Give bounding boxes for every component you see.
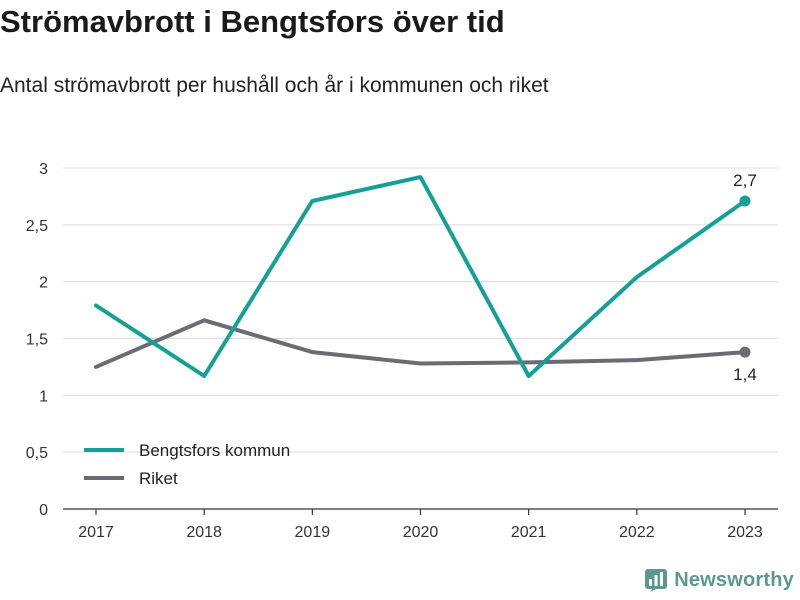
data-labels: 1,4 2,7	[733, 171, 757, 384]
x-tick-label: 2020	[403, 524, 439, 541]
y-tick-label: 0,5	[26, 445, 48, 462]
series-lines	[94, 175, 751, 378]
y-tick-label: 1	[39, 388, 48, 405]
newsworthy-logo-icon	[645, 569, 668, 592]
x-tick-label: 2022	[619, 524, 655, 541]
chart-subtitle: Antal strömavbrott per hushåll och år i …	[0, 74, 549, 97]
legend-label-bengtsfors-kommun: Bengtsfors kommun	[139, 441, 290, 460]
brand-logo: Newsworthy	[644, 568, 794, 592]
legend: Bengtsfors kommun Riket	[84, 441, 290, 488]
x-tick-label: 2021	[511, 524, 547, 541]
y-tick-label: 3	[39, 161, 48, 178]
axes: 0 0,5 1 1,5 2 2,5 3 2017 2018 2019 2020 2021 2022 202…	[26, 161, 778, 541]
brand-name: Newsworthy	[674, 568, 794, 591]
x-tick-label: 2023	[727, 524, 763, 541]
y-tick-label: 2	[39, 275, 48, 292]
end-label-riket: 1,4	[733, 365, 757, 384]
end-point-bengtsfors-kommun	[739, 195, 751, 207]
series-line-riket	[94, 318, 747, 369]
end-label-bengtsfors-kommun: 2,7	[733, 171, 757, 190]
chart-title: Strömavbrott i Bengtsfors över tid	[0, 4, 505, 39]
legend-label-riket: Riket	[139, 469, 178, 488]
x-tick-label: 2018	[186, 524, 222, 541]
y-tick-label: 0	[39, 502, 48, 519]
end-point-riket	[739, 346, 751, 358]
x-tick-label: 2017	[78, 524, 114, 541]
series-line-bengtsfors-kommun	[94, 175, 747, 378]
y-tick-label: 2,5	[26, 218, 48, 235]
x-tick-label: 2019	[295, 524, 331, 541]
grid-lines	[63, 167, 778, 453]
y-tick-label: 1,5	[26, 332, 48, 349]
